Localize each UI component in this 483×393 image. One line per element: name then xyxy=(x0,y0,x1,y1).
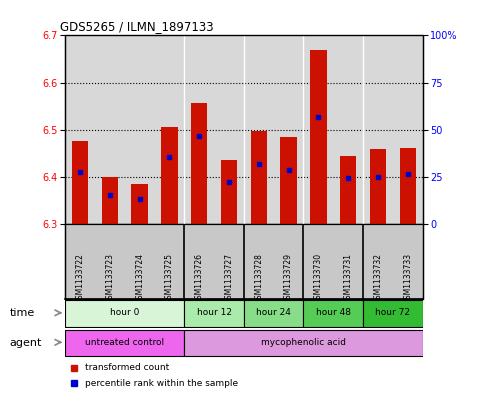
Bar xyxy=(161,127,178,224)
Bar xyxy=(131,184,148,224)
Bar xyxy=(363,300,423,327)
Bar xyxy=(310,50,327,224)
Bar xyxy=(185,300,244,327)
Text: transformed count: transformed count xyxy=(85,363,169,372)
Bar xyxy=(281,137,297,224)
Bar xyxy=(221,160,237,224)
Text: agent: agent xyxy=(10,338,42,348)
Bar xyxy=(399,148,416,224)
Text: hour 24: hour 24 xyxy=(256,309,291,317)
Bar xyxy=(370,149,386,224)
Text: untreated control: untreated control xyxy=(85,338,164,347)
Text: time: time xyxy=(10,309,35,318)
Text: GDS5265 / ILMN_1897133: GDS5265 / ILMN_1897133 xyxy=(60,20,214,33)
Text: mycophenolic acid: mycophenolic acid xyxy=(261,338,346,347)
Text: hour 12: hour 12 xyxy=(197,309,232,317)
Bar xyxy=(72,141,88,224)
Bar xyxy=(102,177,118,224)
Bar xyxy=(340,156,356,224)
Text: hour 48: hour 48 xyxy=(316,309,351,317)
Text: hour 0: hour 0 xyxy=(110,309,140,317)
Text: hour 72: hour 72 xyxy=(375,309,411,317)
Bar xyxy=(65,330,185,356)
Bar xyxy=(244,300,303,327)
Bar xyxy=(251,131,267,224)
Bar xyxy=(191,103,207,224)
Bar xyxy=(185,330,423,356)
Text: percentile rank within the sample: percentile rank within the sample xyxy=(85,378,238,387)
Bar xyxy=(303,300,363,327)
Bar xyxy=(65,300,185,327)
